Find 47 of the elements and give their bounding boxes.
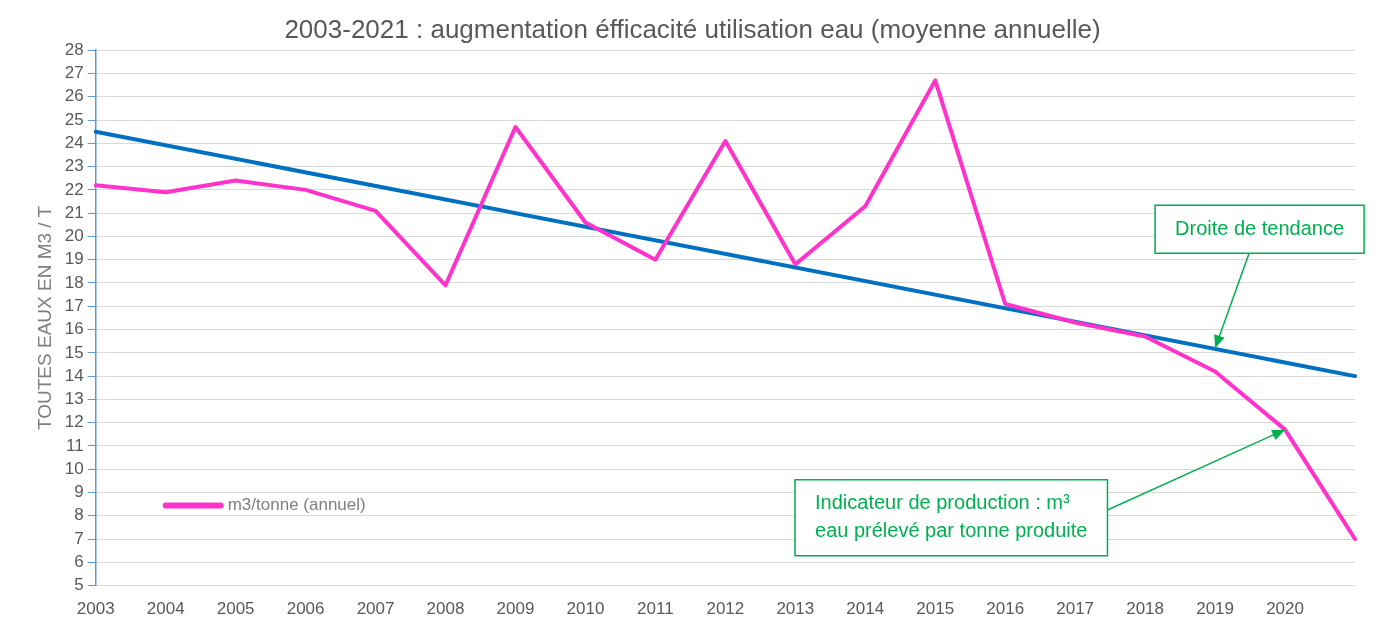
x-tick-label: 2003	[76, 599, 115, 619]
y-tick-label: 7	[74, 528, 84, 548]
x-tick-label: 2010	[566, 599, 605, 619]
y-tick-label: 19	[64, 249, 84, 269]
x-tick-label: 2020	[1266, 599, 1304, 619]
y-tick-label: 26	[64, 86, 84, 106]
y-tick-label: 17	[64, 295, 84, 315]
x-tick-label: 2009	[496, 599, 535, 619]
y-tick-label: 28	[64, 39, 84, 59]
x-tick-label: 2014	[846, 599, 885, 619]
y-axis-title: TOUTES EAUX EN M3 / T	[33, 205, 55, 430]
y-tick-label: 5	[74, 575, 84, 595]
legend-label: m3/tonne (annuel)	[227, 495, 366, 515]
y-tick-label: 24	[64, 133, 84, 152]
y-tick-label: 13	[64, 389, 84, 409]
y-tick-label: 20	[64, 226, 84, 246]
x-tick-label: 2018	[1126, 599, 1165, 619]
y-tick-label: 16	[64, 319, 84, 339]
x-tick-label: 2016	[986, 599, 1025, 619]
y-tick-label: 15	[64, 342, 84, 362]
x-tick-label: 2019	[1196, 599, 1234, 619]
y-tick-label: 22	[64, 179, 84, 199]
x-tick-label: 2011	[637, 599, 674, 619]
x-tick-label: 2008	[426, 599, 465, 619]
x-tick-label: 2007	[356, 599, 395, 619]
x-tick-label: 2006	[286, 599, 325, 619]
y-tick-label: 25	[64, 109, 84, 129]
y-tick-label: 9	[74, 482, 84, 502]
y-tick-label: 18	[64, 272, 84, 292]
y-tick-label: 12	[64, 412, 84, 432]
annotation: Indicateur de production : m³ eau prélevé par tonne produite	[815, 491, 1088, 542]
y-tick-label: 27	[64, 63, 84, 83]
x-tick-label: 2012	[706, 599, 745, 619]
x-tick-label: 2005	[216, 599, 255, 619]
y-tick-label: 10	[64, 458, 84, 478]
y-tick-label: 11	[66, 435, 84, 455]
annotation: Droite de tendance	[1175, 216, 1345, 239]
x-tick-label: 2017	[1056, 599, 1095, 619]
y-tick-label: 6	[74, 552, 84, 572]
y-tick-label: 21	[64, 202, 84, 222]
y-tick-label: 14	[64, 365, 84, 385]
x-tick-label: 2004	[146, 599, 185, 619]
chart-title: 2003-2021 : augmentation éfficacité utilisation eau (moyenne annuelle)	[284, 13, 1101, 44]
x-tick-label: 2013	[776, 599, 815, 619]
y-tick-label: 23	[64, 156, 84, 176]
y-tick-label: 8	[74, 505, 84, 525]
x-tick-label: 2015	[916, 599, 955, 619]
